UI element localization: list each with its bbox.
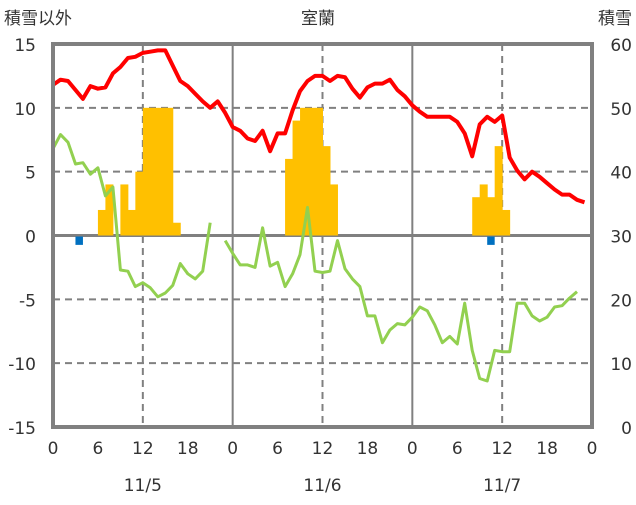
snowfall-bar [157,107,166,236]
date-label: 11/6 [303,476,341,496]
chart-title: 室蘭 [301,9,335,29]
snowfall-bar [120,184,129,236]
x-tick-label: 18 [536,439,558,459]
snowfall-bar [172,222,181,236]
left-tick-label: 10 [14,100,36,120]
x-tick-label: 6 [452,439,463,459]
snowfall-bar [165,107,174,236]
snowfall-bar [307,107,316,236]
left-tick-label: 15 [14,36,36,56]
date-label: 11/5 [124,476,162,496]
snowfall-bar [322,146,331,236]
x-tick-label: 12 [132,439,154,459]
snowfall-bar [285,158,294,236]
right-tick-label: 60 [610,36,632,56]
x-tick-label: 6 [93,439,104,459]
date-label: 11/7 [483,476,521,496]
snowfall-bar [292,120,301,236]
right-tick-label: 10 [610,355,632,375]
precipitation-bar [75,236,83,245]
right-tick-label: 30 [610,228,632,248]
snowfall-bar [329,184,338,236]
right-tick-label: 50 [610,100,632,120]
snowfall-bar [472,197,481,236]
snowfall-bar [479,184,488,236]
snowfall-bar [300,107,309,236]
precipitation-bar [487,236,495,245]
x-tick-label: 0 [407,439,418,459]
right-tick-label: 20 [610,291,632,311]
snowfall-bar [487,197,496,236]
x-tick-label: 12 [312,439,334,459]
left-tick-label: -5 [19,291,36,311]
left-tick-label: -15 [8,419,36,439]
x-tick-label: 0 [48,439,59,459]
left-axis-label: 積雪以外 [4,9,72,29]
snowfall-bar [494,146,503,236]
x-tick-label: 0 [227,439,238,459]
right-axis-label: 積雪 [598,9,632,29]
x-tick-label: 18 [177,439,199,459]
right-tick-label: 40 [610,164,632,184]
x-tick-label: 6 [272,439,283,459]
snowfall-bar [150,107,159,236]
snowfall-bar [105,184,114,236]
right-tick-label: 0 [621,419,632,439]
snowfall-bar [97,209,106,236]
plot-frame [51,42,594,429]
left-tick-label: -10 [8,355,36,375]
snowfall-bar [127,209,136,236]
snowfall-bar [142,107,151,236]
x-tick-label: 12 [491,439,513,459]
snowfall-bar [502,209,511,236]
x-tick-label: 18 [357,439,379,459]
snowfall-bar [315,107,323,236]
left-tick-label: 5 [25,164,36,184]
temperature-line [51,48,586,205]
snowfall-bar [135,171,144,236]
x-tick-label: 0 [587,439,598,459]
left-tick-label: 0 [25,228,36,248]
dew-point-line [51,133,578,383]
